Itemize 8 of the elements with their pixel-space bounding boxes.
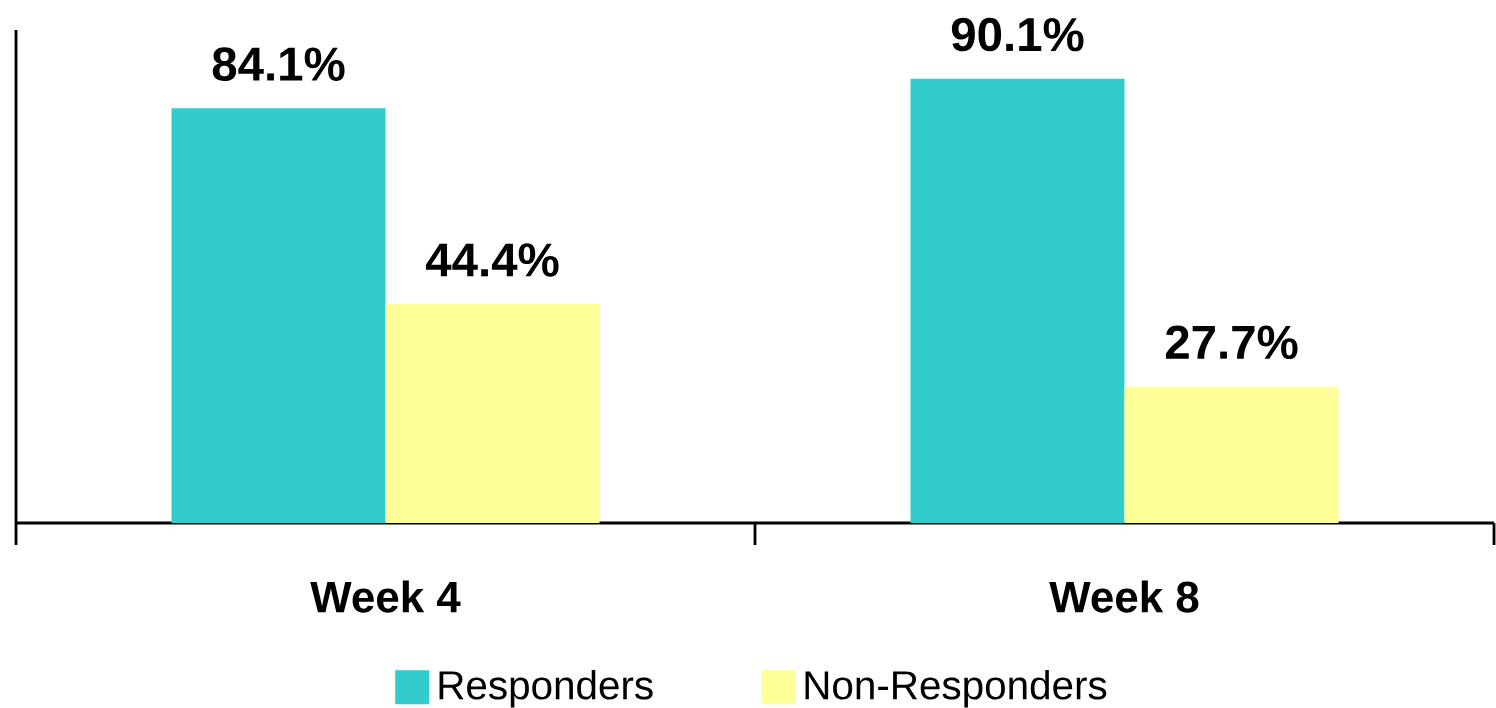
data-label: 84.1% bbox=[212, 47, 345, 81]
data-label: 27.7% bbox=[1165, 325, 1298, 360]
data-label: 90.1% bbox=[951, 17, 1084, 52]
legend-label: Non-Responders bbox=[805, 669, 1107, 708]
legend-label: Responders bbox=[439, 669, 653, 708]
x-tick-label: Week 8 bbox=[1049, 580, 1199, 613]
x-tick-label: Week 4 bbox=[310, 580, 461, 613]
data-label: 44.4% bbox=[425, 243, 559, 277]
